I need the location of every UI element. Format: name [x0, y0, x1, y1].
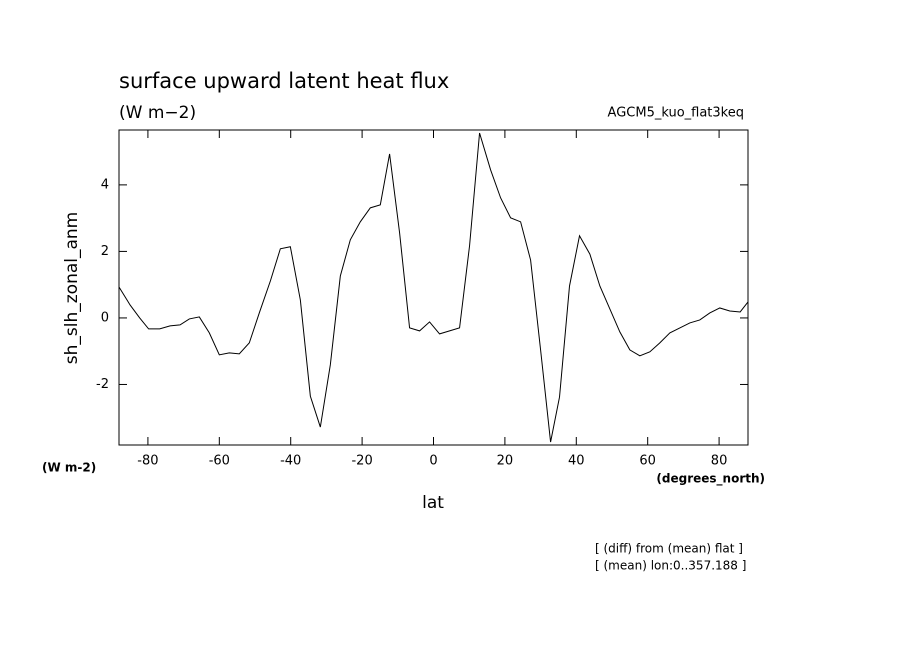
x-tick-label: 80	[711, 454, 728, 469]
chart-title: surface upward latent heat flux	[119, 69, 449, 93]
y-tick-label: -2	[96, 377, 109, 392]
x-tick-label: -60	[209, 454, 230, 469]
note: [ (diff) from (mean) flat ]	[595, 542, 743, 556]
x-tick-label: 60	[639, 454, 656, 469]
x-tick-label: 0	[429, 454, 437, 469]
x-tick-label: -80	[137, 454, 158, 469]
y-tick-label: 4	[101, 177, 109, 192]
x-tick-label: -40	[280, 454, 301, 469]
note: [ (mean) lon:0..357.188 ]	[595, 559, 746, 573]
x-tick-label: -20	[351, 454, 372, 469]
x-axis-label: lat	[422, 493, 444, 513]
y-axis-label: sh_slh_zonal_anm	[62, 212, 82, 364]
x-tick-label: 20	[497, 454, 514, 469]
x-tick-label: 40	[568, 454, 585, 469]
y-tick-label: 2	[101, 244, 109, 259]
chart-subtitle: (W m−2)	[119, 103, 196, 123]
x-units: (degrees_north)	[656, 472, 765, 487]
y-units: (W m-2)	[42, 461, 96, 475]
y-tick-label: 0	[101, 310, 109, 325]
experiment-label: AGCM5_kuo_flat3keq	[608, 106, 744, 121]
data-line	[118, 132, 749, 443]
